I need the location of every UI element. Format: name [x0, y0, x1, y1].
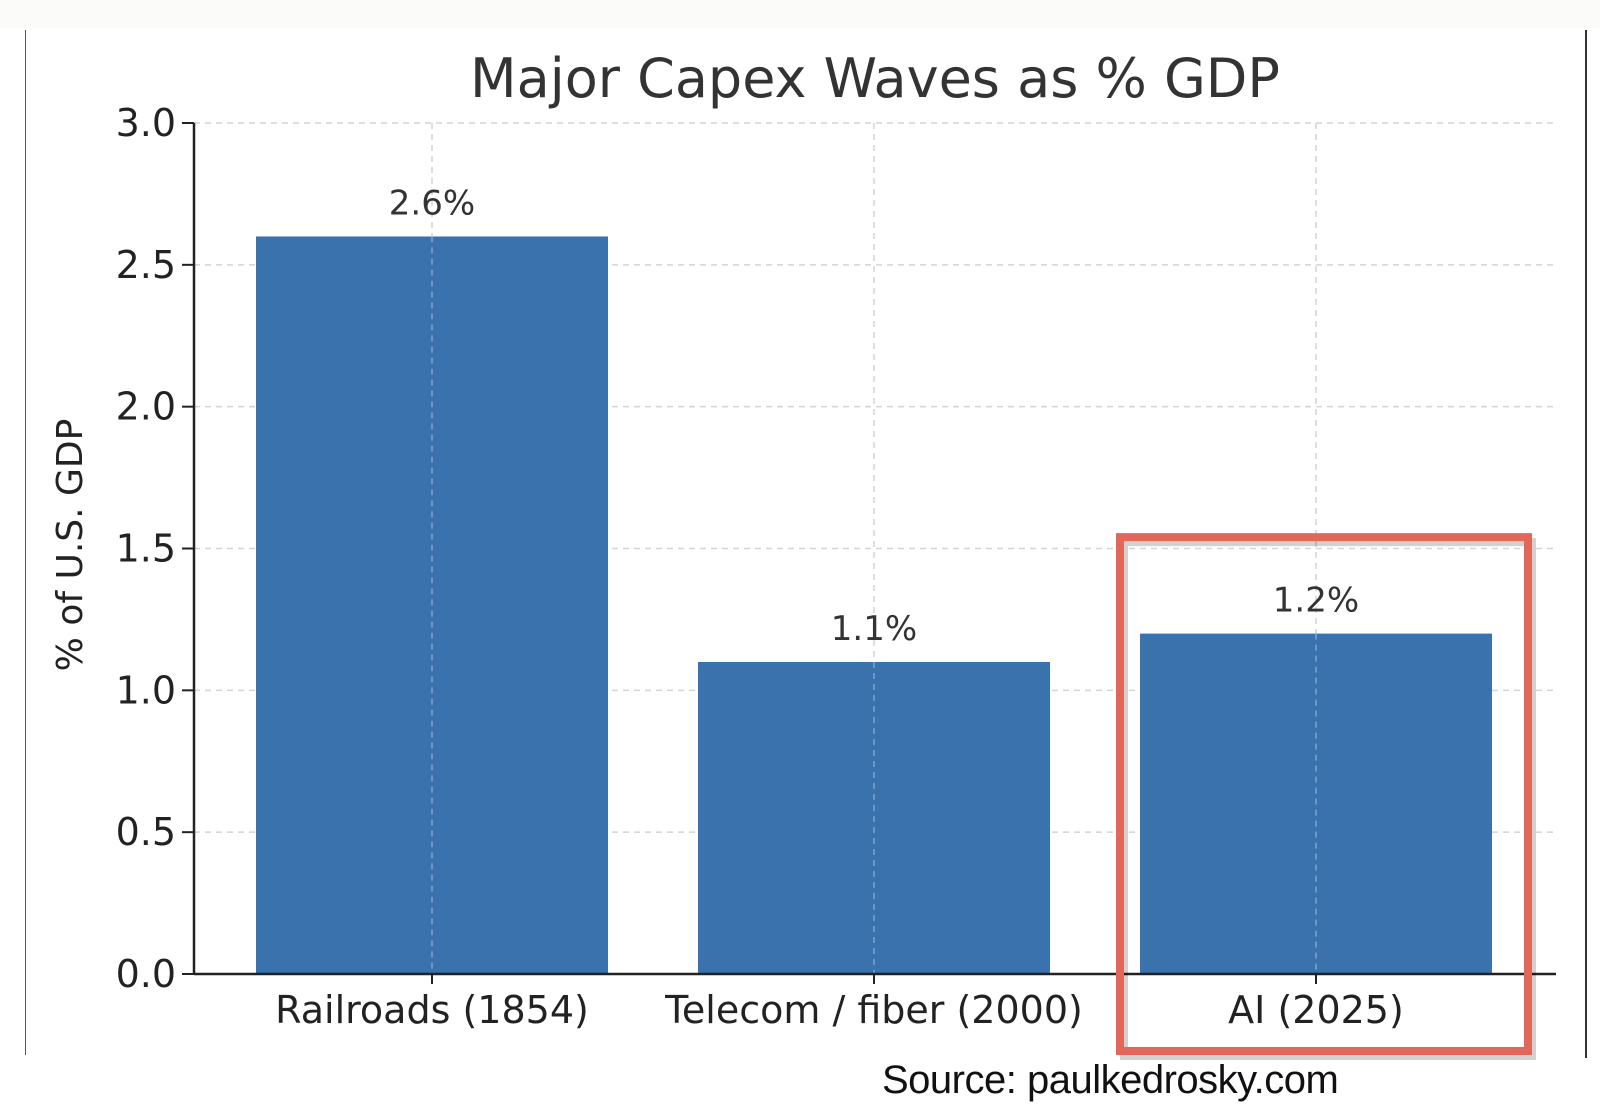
left-border: [25, 30, 26, 1055]
data-label: 2.6%: [389, 183, 475, 223]
top-strip: [0, 0, 1600, 28]
data-label: 1.1%: [831, 609, 917, 649]
source-note: Source: paulkedrosky.com: [882, 1058, 1339, 1102]
x-tick-label: AI (2025): [1228, 988, 1404, 1032]
y-axis-label: % of U.S. GDP: [50, 419, 91, 672]
data-label: 1.2%: [1273, 581, 1359, 621]
y-tick-label: 1.5: [116, 527, 176, 571]
y-tick-label: 2.5: [116, 243, 176, 287]
right-border: [1585, 30, 1587, 1058]
y-tick-label: 0.0: [116, 952, 176, 996]
y-tick-label: 3.0: [116, 101, 176, 145]
y-tick-label: 0.5: [116, 810, 176, 854]
x-tick-label: Railroads (1854): [275, 988, 589, 1032]
highlight-box: [1116, 533, 1532, 1055]
chart-title: Major Capex Waves as % GDP: [470, 47, 1280, 110]
y-tick-label: 1.0: [116, 668, 176, 712]
y-tick-label: 2.0: [116, 385, 176, 429]
x-tick-label: Telecom / fiber (2000): [664, 988, 1083, 1032]
